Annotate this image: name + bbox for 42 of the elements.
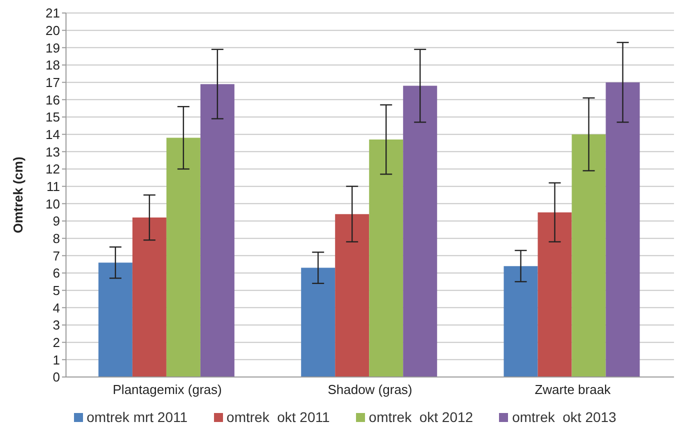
y-tick-label: 15 [46,110,60,125]
y-tick-label: 19 [46,40,60,56]
bar [98,262,132,377]
legend-label: omtrek okt 2012 [368,409,474,425]
y-tick-label: 6 [52,266,60,281]
bar [132,218,166,377]
bar [403,86,438,377]
bar [504,266,538,377]
y-tick-label: 3 [52,318,60,333]
bar [572,134,606,377]
x-tick-label: Plantagemix (gras) [112,382,222,398]
x-tick-label: Zwarte braak [534,382,612,398]
y-tick-label: 9 [52,214,60,229]
y-tick-label: 1 [52,352,60,368]
legend-label: omtrek okt 2011 [226,409,330,425]
bar [606,82,640,377]
y-tick-label: 2 [52,334,60,350]
y-tick-label: 18 [46,58,60,73]
y-tick-label: 17 [46,74,60,90]
bar [200,84,234,377]
y-tick-label: 5 [52,282,60,298]
y-tick-label: 12 [46,162,60,177]
y-tick-label: 8 [52,230,60,246]
y-tick-label: 16 [46,92,60,108]
x-tick-label: Shadow (gras) [328,382,412,398]
y-tick-label: 0 [52,370,60,385]
legend-label: omtrek okt 2013 [511,409,616,425]
y-axis-title: Omtrek (cm) [10,156,26,234]
y-tick-label: 21 [46,6,60,21]
y-tick-label: 4 [52,300,60,316]
y-tick-label: 20 [46,22,60,38]
y-tick-label: 11 [46,178,60,194]
bar [301,268,336,377]
y-tick-label: 13 [46,144,60,160]
bar [369,140,404,377]
legend-label: omtrek mrt 2011 [86,409,188,425]
bar [335,214,370,377]
y-tick-label: 14 [46,126,60,142]
bar [166,138,200,377]
bar [538,212,572,377]
y-tick-label: 7 [52,248,60,264]
y-tick-label: 10 [46,196,60,212]
